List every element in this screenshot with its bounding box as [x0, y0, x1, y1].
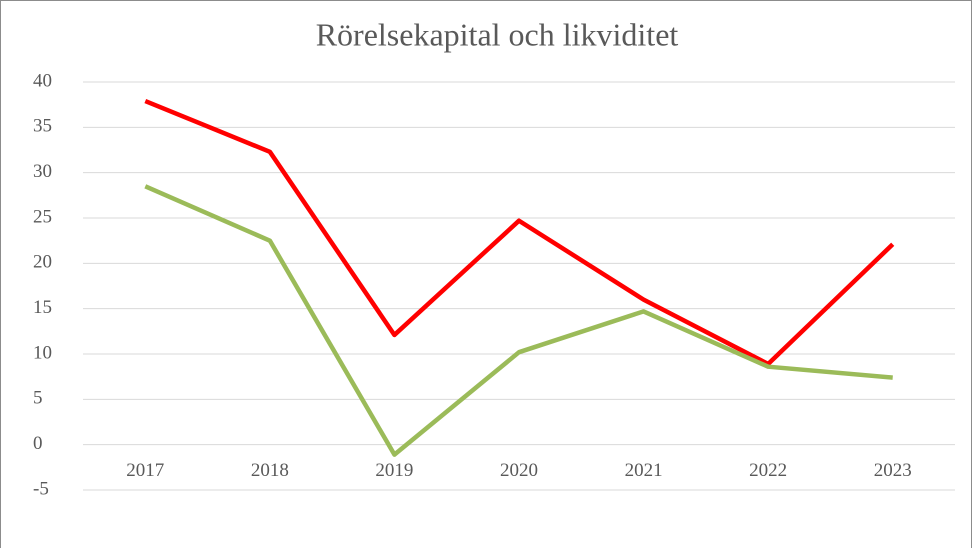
chart-title: Rörelsekapital och likviditet — [316, 16, 679, 52]
y-tick-label: 25 — [33, 206, 52, 227]
y-tick-label: 35 — [33, 116, 52, 137]
y-tick-label: 0 — [33, 433, 43, 454]
x-tick-label: 2023 — [874, 460, 912, 481]
x-tick-label: 2021 — [625, 460, 663, 481]
y-tick-label: 10 — [33, 342, 52, 363]
y-tick-label: 5 — [33, 388, 43, 409]
series-line — [144, 184, 893, 457]
y-tick-label: 15 — [33, 297, 52, 318]
x-tick-label: 2018 — [251, 460, 289, 481]
y-tick-label: 40 — [33, 70, 52, 91]
x-tick-label: 2022 — [749, 460, 787, 481]
x-tick-label: 2019 — [375, 460, 413, 481]
y-tick-label: 20 — [33, 252, 52, 273]
x-tick-label: 2017 — [126, 460, 164, 481]
x-tick-label: 2020 — [500, 460, 538, 481]
y-tick-label: 30 — [33, 161, 52, 182]
series-line — [144, 98, 895, 367]
y-tick-label: -5 — [33, 478, 49, 499]
